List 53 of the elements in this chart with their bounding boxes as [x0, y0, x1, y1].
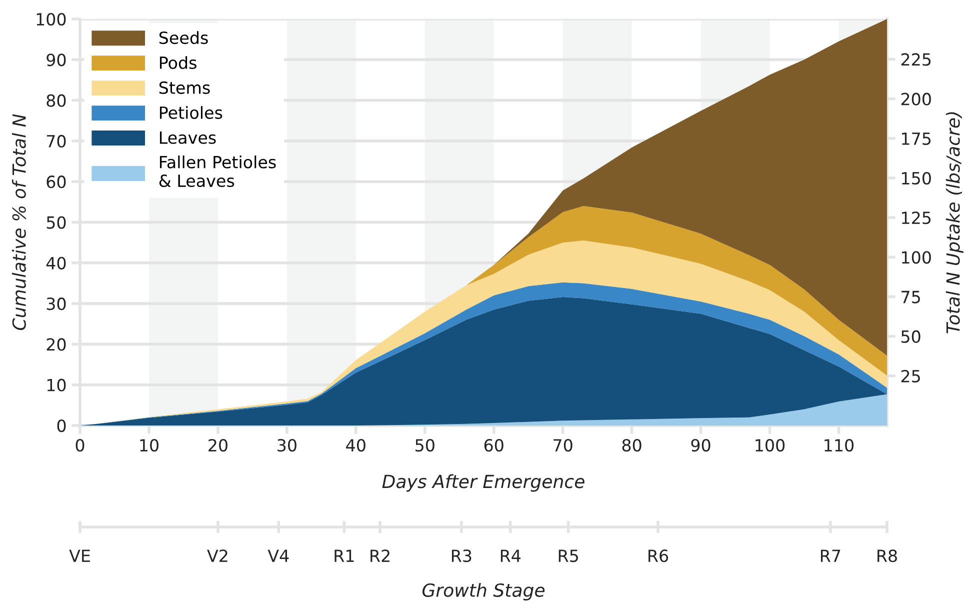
y2-tick-label: 200 [901, 92, 931, 106]
y-tick-label: 60 [46, 176, 66, 188]
y-tick-label: 90 [46, 54, 66, 66]
x-tick-label: 90 [691, 438, 710, 452]
x-tick-label: 70 [554, 438, 572, 452]
y2-tick-label: 75 [902, 290, 920, 304]
legend-label: Pods [160, 56, 196, 70]
legend-label: Seeds [159, 31, 208, 44]
ref-line-label: V4 [268, 550, 289, 562]
ref-line-label: R2 [370, 550, 390, 562]
y2-tick-label: 175 [902, 132, 931, 145]
ref-line-label: R4 [500, 550, 521, 562]
ref-line-label: R5 [558, 550, 578, 562]
ref-line-label: R3 [452, 550, 472, 562]
y2-tick-label: 100 [902, 251, 931, 264]
ref-line-label: R7 [820, 550, 840, 562]
legend-label: Leaves [160, 132, 216, 144]
y-tick-label: 20 [46, 338, 66, 351]
x-tick-label: 80 [622, 438, 642, 452]
x-tick-label: 50 [416, 438, 434, 452]
y-tick-label: 30 [46, 298, 66, 310]
x-tick-label: 110 [824, 438, 854, 452]
y-tick-label: 0 [57, 419, 66, 432]
x2-axis-title: Growth Stage [422, 583, 545, 600]
x-axis-title: Days After Emergence [382, 474, 584, 492]
x-tick-label: 30 [278, 438, 296, 452]
legend-label: Stems [159, 81, 210, 94]
x-tick-label: 10 [140, 438, 158, 452]
y2-tick-label: 50 [901, 330, 920, 343]
legend-label: Fallen Petioles & Leaves [159, 155, 276, 188]
x-tick-label: 20 [208, 438, 228, 452]
y-tick-label: 100 [36, 12, 66, 26]
x-tick-label: 60 [484, 438, 504, 452]
y-tick-label: 80 [46, 94, 66, 107]
legend-label: Petioles [160, 106, 222, 119]
y2-tick-label: 150 [902, 172, 931, 185]
y2-tick-label: 225 [901, 53, 931, 66]
ref-line-label: VE [69, 550, 90, 562]
x-tick-label: 100 [756, 438, 785, 452]
ref-line-label: R1 [334, 550, 354, 562]
y2-tick-label: 125 [902, 212, 931, 224]
ref-line-label: R8 [878, 550, 897, 562]
x-tick-label: 0 [76, 438, 84, 452]
y2-tick-label: 25 [901, 370, 920, 383]
y-tick-label: 10 [47, 378, 66, 392]
y2-axis-title: Total N Uptake (lbs/acre) [946, 112, 964, 334]
y-tick-label: 70 [46, 134, 66, 148]
x-tick-label: 40 [346, 438, 366, 452]
y-axis-title: Cumulative % of Total N [12, 114, 26, 330]
ref-line-label: R6 [648, 550, 668, 562]
ref-line-label: V2 [207, 550, 228, 562]
y-tick-label: 40 [46, 256, 66, 270]
y-tick-label: 50 [46, 216, 66, 229]
